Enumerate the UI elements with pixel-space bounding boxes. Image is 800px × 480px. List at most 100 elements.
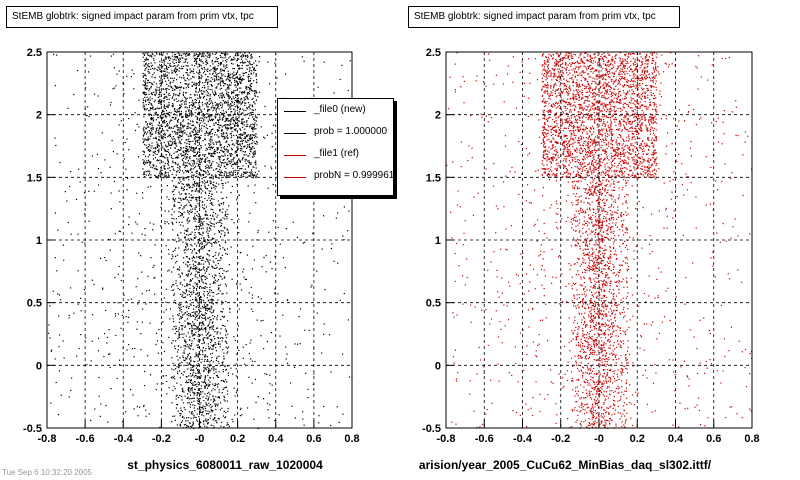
scatter-point — [195, 99, 198, 101]
scatter-point — [226, 228, 228, 230]
scatter-point — [208, 192, 210, 194]
scatter-point — [222, 184, 224, 187]
scatter-point — [248, 80, 250, 82]
scatter-point — [88, 220, 90, 222]
scatter-point — [184, 285, 186, 287]
scatter-point — [137, 156, 140, 158]
scatter-point — [187, 266, 189, 268]
scatter-point — [241, 112, 243, 114]
scatter-point — [202, 54, 204, 56]
scatter-point — [164, 108, 166, 110]
scatter-point — [215, 222, 217, 224]
scatter-point — [173, 138, 175, 140]
scatter-point — [171, 421, 173, 423]
scatter-point — [215, 408, 217, 411]
scatter-point — [203, 221, 205, 223]
scatter-point — [190, 167, 192, 169]
scatter-point — [163, 101, 165, 103]
scatter-point — [176, 124, 178, 126]
scatter-point — [143, 171, 146, 173]
scatter-point — [299, 343, 301, 345]
scatter-point — [257, 96, 259, 98]
scatter-point — [183, 359, 185, 361]
scatter-point — [227, 151, 229, 153]
scatter-point — [245, 87, 247, 89]
scatter-point — [157, 129, 160, 131]
scatter-point — [212, 303, 214, 305]
scatter-point — [230, 367, 232, 369]
scatter-point — [199, 334, 201, 336]
scatter-point — [213, 261, 215, 264]
scatter-point — [219, 365, 221, 367]
scatter-point — [189, 291, 192, 294]
scatter-point — [209, 289, 211, 291]
scatter-point — [201, 279, 203, 281]
scatter-point — [150, 103, 152, 105]
scatter-point — [172, 157, 174, 160]
scatter-point — [204, 132, 206, 135]
scatter-point — [195, 218, 197, 220]
scatter-point — [144, 228, 146, 230]
scatter-point — [221, 278, 223, 280]
scatter-point — [271, 384, 273, 386]
scatter-point — [256, 64, 258, 67]
scatter-point — [188, 79, 190, 81]
scatter-point — [188, 213, 190, 215]
scatter-point — [208, 57, 210, 59]
scatter-point — [230, 133, 232, 135]
scatter-point — [196, 175, 198, 177]
scatter-point — [178, 70, 180, 72]
scatter-point — [186, 362, 188, 364]
scatter-point — [249, 137, 251, 139]
scatter-point — [149, 109, 151, 111]
scatter-point — [212, 160, 214, 163]
scatter-point — [208, 299, 210, 301]
scatter-point — [191, 257, 193, 259]
scatter-point — [209, 80, 211, 82]
scatter-point — [178, 211, 180, 213]
scatter-point — [199, 122, 201, 124]
scatter-point — [171, 97, 173, 99]
scatter-point — [218, 165, 220, 167]
scatter-point — [150, 374, 152, 376]
scatter-point — [240, 82, 242, 84]
scatter-point — [208, 197, 210, 199]
scatter-point — [200, 307, 202, 309]
scatter-point — [218, 141, 220, 143]
scatter-point — [172, 139, 174, 141]
scatter-point — [208, 385, 210, 387]
scatter-point — [218, 95, 220, 97]
scatter-point — [333, 92, 335, 94]
scatter-point — [179, 179, 181, 181]
scatter-point — [210, 119, 213, 121]
scatter-point — [187, 346, 189, 348]
scatter-point — [152, 106, 154, 108]
scatter-point — [212, 325, 214, 327]
scatter-point — [240, 122, 242, 124]
scatter-point — [166, 53, 168, 55]
scatter-point — [195, 419, 198, 421]
scatter-point — [189, 233, 191, 236]
scatter-point — [145, 144, 147, 146]
scatter-point — [200, 269, 202, 271]
scatter-point — [153, 108, 155, 110]
scatter-point — [188, 290, 190, 292]
scatter-point — [250, 173, 252, 175]
scatter-point — [216, 293, 218, 295]
scatter-point — [180, 306, 182, 308]
scatter-point — [196, 282, 198, 284]
scatter-point — [181, 399, 183, 401]
scatter-point — [195, 300, 197, 302]
scatter-point — [221, 162, 223, 164]
scatter-point — [219, 343, 221, 345]
scatter-point — [178, 315, 180, 317]
scatter-point — [163, 97, 165, 99]
scatter-point — [187, 420, 189, 422]
scatter-point — [175, 67, 177, 69]
scatter-point — [195, 252, 197, 254]
scatter-point — [143, 80, 145, 82]
scatter-point — [196, 355, 198, 357]
scatter-point — [189, 147, 191, 149]
scatter-point — [195, 367, 197, 369]
scatter-point — [221, 300, 223, 302]
